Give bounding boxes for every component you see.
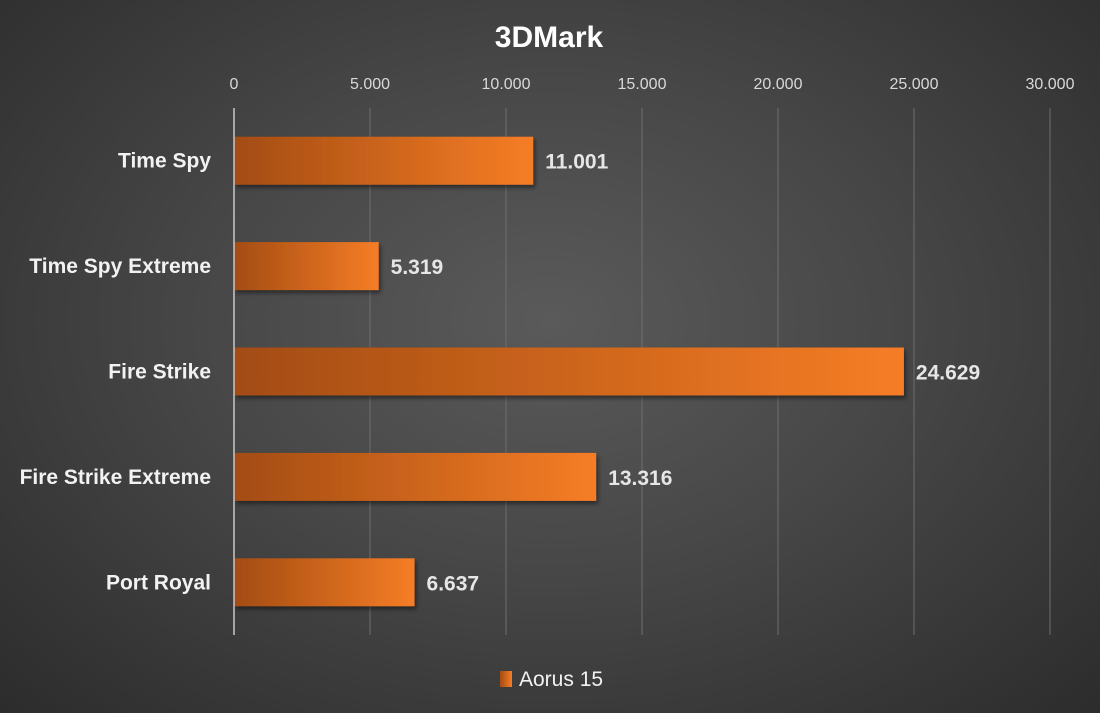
category-label: Port Royal <box>106 571 211 594</box>
category-label: Time Spy <box>118 150 211 173</box>
x-tick-label: 0 <box>230 76 239 93</box>
bar <box>234 558 415 607</box>
bar <box>234 347 904 396</box>
category-labels: Time Spy Time Spy Extreme Fire Strike Fire … <box>20 150 212 595</box>
category-label: Time Spy Extreme <box>29 255 211 278</box>
data-label: 11.001 <box>545 151 608 174</box>
data-labels: 11.001 5.319 24.629 13.316 6.637 <box>391 151 980 596</box>
x-tick-label: 5.000 <box>350 76 390 93</box>
chart-title: 3DMark <box>495 21 604 54</box>
x-tick-label: 15.000 <box>618 76 667 93</box>
data-label: 13.316 <box>608 467 672 490</box>
bar <box>234 242 379 291</box>
data-label: 5.319 <box>391 256 444 279</box>
legend: Aorus 15 <box>500 668 603 691</box>
x-tick-label: 20.000 <box>754 76 803 93</box>
data-label: 24.629 <box>916 362 980 385</box>
category-label: Fire Strike <box>108 361 211 384</box>
x-tick-label: 25.000 <box>890 76 939 93</box>
legend-label: Aorus 15 <box>519 668 603 691</box>
x-tick-label: 30.000 <box>1026 76 1075 93</box>
bar <box>234 136 534 185</box>
x-tick-label: 10.000 <box>482 76 531 93</box>
data-label: 6.637 <box>427 572 480 595</box>
legend-swatch <box>500 671 512 687</box>
category-label: Fire Strike Extreme <box>20 466 211 489</box>
x-axis-ticks: 0 5.000 10.000 15.000 20.000 25.000 30.000 <box>230 76 1075 93</box>
bars <box>234 136 904 607</box>
bar <box>234 452 597 501</box>
